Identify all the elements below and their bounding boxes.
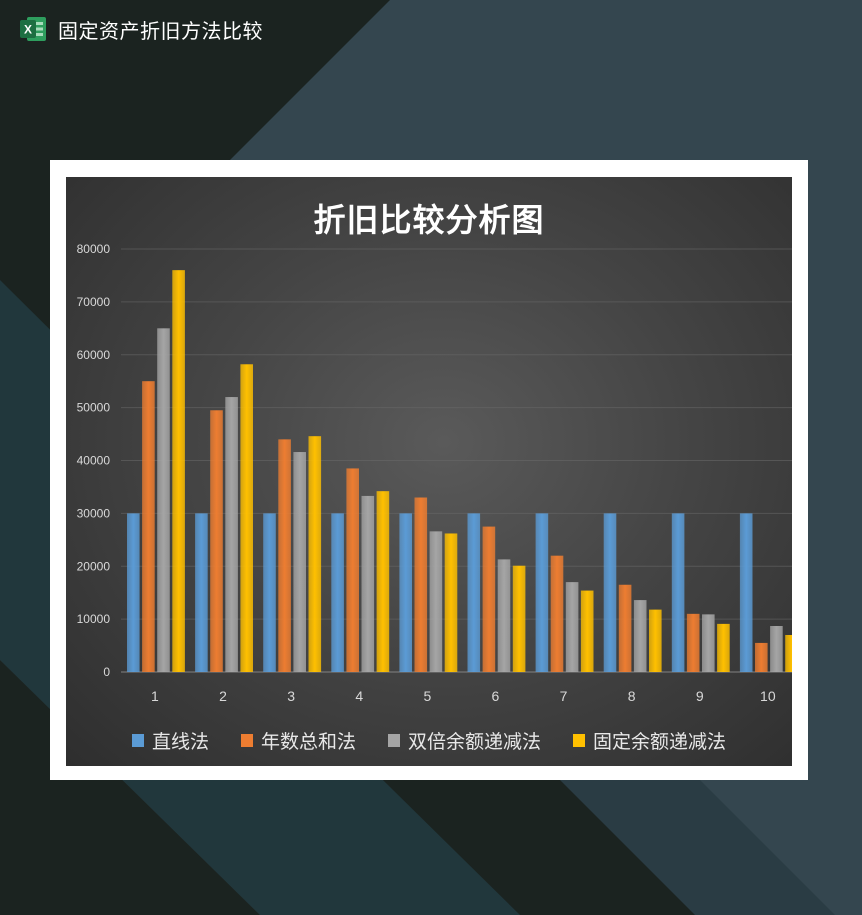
bar-4-3 (308, 436, 322, 672)
bar-1-2 (195, 513, 208, 672)
bar-1-9 (671, 513, 685, 672)
y-tick-label: 20000 (77, 559, 111, 573)
bar-1-6 (467, 513, 481, 672)
x-tick-label: 9 (696, 688, 704, 704)
x-tick-label: 8 (628, 688, 636, 704)
y-tick-label: 30000 (77, 506, 111, 520)
y-tick-label: 10000 (77, 612, 111, 626)
bar-3-6 (497, 559, 511, 672)
legend-item-4: 固定余额递减法 (573, 727, 726, 754)
bar-4-9 (717, 623, 730, 672)
legend-swatch (573, 734, 586, 747)
x-tick-label: 3 (287, 688, 295, 704)
legend-swatch (240, 734, 253, 747)
x-tick-label: 1 (151, 688, 159, 704)
bar-2-6 (482, 526, 496, 672)
legend-label: 直线法 (151, 731, 209, 753)
legend-label: 双倍余额递减法 (408, 731, 542, 753)
x-tick-label: 2 (219, 688, 227, 704)
x-tick-label: 4 (355, 688, 363, 704)
bar-4-2 (240, 364, 253, 672)
app-title: 固定资产折旧方法比较 (58, 18, 263, 43)
bar-3-2 (225, 397, 238, 672)
bar-4-5 (444, 533, 458, 672)
bar-3-8 (633, 600, 647, 672)
bar-1-3 (263, 513, 276, 672)
bar-1-5 (399, 513, 412, 672)
bar-2-3 (278, 439, 291, 672)
svg-text:X: X (24, 23, 32, 37)
y-tick-label: 50000 (77, 401, 111, 415)
bar-3-10 (770, 625, 783, 672)
y-tick-label: 80000 (77, 242, 111, 256)
bar-2-2 (210, 410, 223, 672)
chart-frame: 折旧比较分析图 0 10000 20000 30000 40000 50000 60000 7… (50, 160, 808, 780)
bar-1-4 (331, 513, 344, 672)
bar-4-10 (785, 634, 792, 672)
x-tick-label: 7 (560, 688, 568, 704)
chart-area: 折旧比较分析图 0 10000 20000 30000 40000 50000 60000 7… (66, 177, 792, 766)
bar-3-9 (702, 614, 715, 672)
bar-2-10 (755, 642, 768, 672)
legend-item-3: 双倍余额递减法 (388, 727, 541, 754)
bar-4-8 (649, 609, 662, 672)
bar-4-1 (172, 270, 185, 672)
bar-2-7 (550, 555, 564, 672)
bar-1-10 (739, 513, 753, 672)
bar-2-8 (618, 584, 632, 672)
bar-2-5 (414, 497, 428, 672)
bar-3-1 (157, 328, 170, 672)
x-tick-label: 10 (760, 688, 776, 704)
bar-4-7 (580, 590, 594, 672)
bar-2-1 (142, 381, 155, 672)
chart-title: 折旧比较分析图 (313, 201, 545, 239)
bar-1-1 (127, 513, 140, 672)
bar-3-7 (565, 582, 579, 672)
bar-1-8 (603, 513, 617, 672)
y-tick-label: 70000 (77, 295, 111, 309)
x-tick-label: 6 (492, 688, 500, 704)
legend-item-1: 直线法 (131, 727, 209, 754)
x-tick-label: 5 (423, 688, 431, 704)
legend-swatch (388, 734, 400, 747)
plot-area: 0 10000 20000 30000 40000 50000 60000 70000 8000… (77, 242, 792, 704)
bar-2-4 (346, 468, 359, 672)
app-header: X 固定资产折旧方法比较 (18, 14, 263, 44)
legend: 直线法 年数总和法 双倍余额递减法 固定余额递减法 (66, 727, 792, 754)
y-tick-label: 0 (103, 665, 110, 679)
legend-label: 年数总和法 (260, 731, 356, 753)
legend-swatch (131, 734, 144, 747)
bar-4-4 (376, 491, 390, 672)
bar-4-6 (512, 565, 526, 672)
bar-1-7 (535, 513, 549, 672)
bar-3-4 (361, 495, 375, 672)
y-tick-label: 60000 (77, 348, 111, 362)
y-tick-label: 40000 (77, 454, 111, 468)
legend-item-2: 年数总和法 (240, 727, 356, 754)
excel-icon: X (20, 17, 46, 41)
legend-label: 固定余额递减法 (593, 731, 727, 753)
bar-3-5 (429, 531, 443, 672)
bar-2-9 (686, 613, 700, 672)
bar-3-3 (293, 452, 306, 672)
